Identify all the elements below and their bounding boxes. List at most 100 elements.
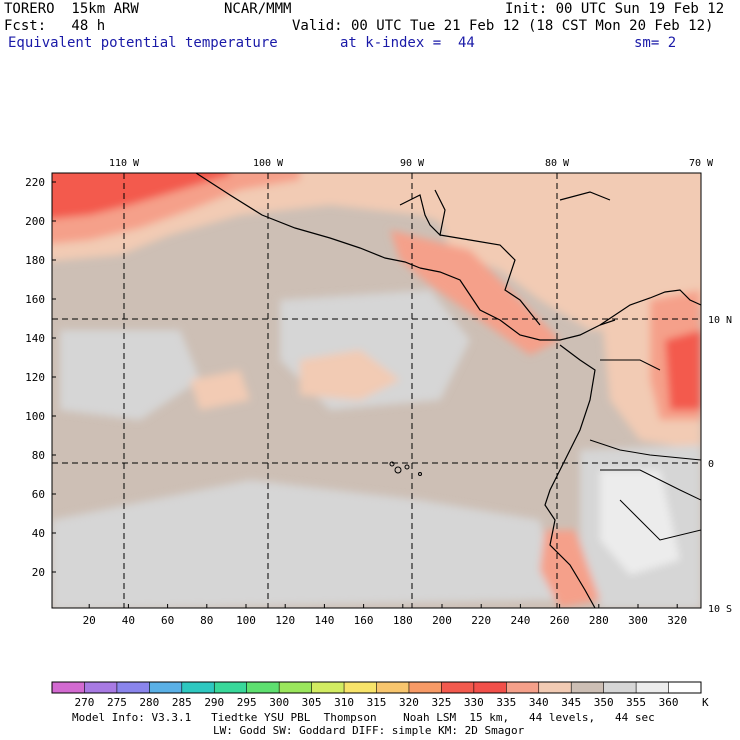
x-tick-label: 20 xyxy=(83,614,96,627)
colorbar-cell xyxy=(181,682,215,693)
colorbar-label: 335 xyxy=(496,696,516,709)
border-lines xyxy=(589,359,701,541)
south-america-coastline xyxy=(544,344,596,608)
colorbar-label: 280 xyxy=(139,696,159,709)
y-tick-label: 80 xyxy=(32,449,45,462)
x-tick-label: 180 xyxy=(393,614,413,627)
colorbar-label: 300 xyxy=(269,696,289,709)
colorbar-label: 340 xyxy=(529,696,549,709)
warm-patch-tropical xyxy=(300,350,400,400)
hot-core-northwest-inner xyxy=(52,173,230,219)
latitude-label: 10 N xyxy=(708,315,732,326)
galapagos-islands xyxy=(389,461,422,476)
colorbar-cells xyxy=(52,682,702,693)
longitude-label: 110 W xyxy=(109,158,140,169)
colorbar-cell xyxy=(506,682,540,693)
central-america-warm xyxy=(390,230,560,355)
x-tick-label: 120 xyxy=(275,614,295,627)
colombia-hottest xyxy=(665,330,701,410)
smoothing-label: sm= 2 xyxy=(634,35,677,51)
central-america-coastline xyxy=(419,267,616,341)
colorbar-labels: 270 275 280 285 290 295 300 305 310 315 320 325 330 3… xyxy=(75,682,679,709)
y-tick-label: 220 xyxy=(25,176,45,189)
andes-coldest xyxy=(600,470,680,575)
x-tick-label: 100 xyxy=(236,614,256,627)
colorbar-label: 325 xyxy=(431,696,451,709)
central-america-caribbean-coast xyxy=(439,234,541,326)
forecast-hour: Fcst: 48 h xyxy=(4,18,106,34)
colorbar-cell xyxy=(116,682,150,693)
x-tick-label: 140 xyxy=(314,614,334,627)
y-tick-label: 100 xyxy=(25,410,45,423)
colorbar-cell xyxy=(408,682,442,693)
cool-band-south xyxy=(52,480,560,608)
colorbar-label: 275 xyxy=(107,696,127,709)
y-tick-label: 120 xyxy=(25,371,45,384)
colorbar-cell xyxy=(149,682,183,693)
x-tick-label: 320 xyxy=(667,614,687,627)
colorbar-cell xyxy=(84,682,118,693)
latitude-labels: 10 N 0 10 S xyxy=(708,315,732,615)
colorbar-cell xyxy=(473,682,507,693)
x-tick-label: 240 xyxy=(510,614,530,627)
model-title: TORERO 15km ARW xyxy=(4,1,139,17)
colorbar-cell xyxy=(246,682,280,693)
cuba-coast xyxy=(559,191,611,201)
field-name: Equivalent potential temperature xyxy=(8,35,278,51)
y-tick-label: 200 xyxy=(25,215,45,228)
colorbar-cell xyxy=(441,682,475,693)
x-axis-ticks: 20 40 60 80 100 120 140 160 180 200 220 240 260 280 30… xyxy=(83,604,687,627)
colorbar-cell xyxy=(376,682,410,693)
y-tick-label: 180 xyxy=(25,254,45,267)
x-tick-label: 80 xyxy=(200,614,213,627)
y-tick-label: 160 xyxy=(25,293,45,306)
colorbar-label: 270 xyxy=(75,696,95,709)
longitude-label: 80 W xyxy=(545,158,570,169)
x-tick-label: 60 xyxy=(161,614,174,627)
colorbar-cell xyxy=(668,682,702,693)
colorbar-cell xyxy=(279,682,313,693)
colorbar-label: 360 xyxy=(659,696,679,709)
warm-patch-tropical-west xyxy=(190,370,250,410)
colorbar-cell xyxy=(214,682,248,693)
colorbar-label: 330 xyxy=(464,696,484,709)
longitude-label: 90 W xyxy=(400,158,425,169)
colorbar-cell xyxy=(344,682,377,693)
x-tick-label: 40 xyxy=(122,614,135,627)
colorbar-cell xyxy=(311,682,345,693)
cool-patch-west xyxy=(60,330,200,420)
colorbar-label: 315 xyxy=(367,696,387,709)
init-time: Init: 00 UTC Sun 19 Feb 12 xyxy=(505,1,725,17)
colorbar-cell xyxy=(52,682,85,693)
y-tick-label: 20 xyxy=(32,566,45,579)
colorbar-label: 290 xyxy=(204,696,224,709)
colorbar-cell xyxy=(538,682,572,693)
colorbar-cell xyxy=(603,682,637,693)
longitude-labels: 110 W 100 W 90 W 80 W 70 W xyxy=(109,158,714,169)
x-tick-label: 200 xyxy=(432,614,452,627)
colorbar-label: 310 xyxy=(334,696,354,709)
x-tick-label: 220 xyxy=(471,614,491,627)
y-tick-label: 60 xyxy=(32,488,45,501)
colorbar-label: 350 xyxy=(594,696,614,709)
y-axis-ticks: 20 40 60 80 100 120 140 160 180 200 220 xyxy=(25,176,56,579)
colorbar-label: 295 xyxy=(237,696,257,709)
x-tick-label: 260 xyxy=(550,614,570,627)
yucatan-coastline xyxy=(399,189,446,237)
warm-band-caribbean xyxy=(424,173,701,330)
longitude-label: 70 W xyxy=(689,158,714,169)
colorbar-label: 285 xyxy=(172,696,192,709)
footer-model-info: Model Info: V3.3.1 Tiedtke YSU PBL Thomp… xyxy=(72,711,655,724)
colorbar-label: 320 xyxy=(399,696,419,709)
colorbar-label: 305 xyxy=(302,696,322,709)
y-tick-label: 140 xyxy=(25,332,45,345)
colorbar-label: 355 xyxy=(626,696,646,709)
footer-physics-info: LW: Godd SW: Goddard DIFF: simple KM: 2D… xyxy=(213,724,525,737)
x-tick-label: 300 xyxy=(628,614,648,627)
map-frame xyxy=(51,172,702,609)
latitude-label: 10 S xyxy=(708,604,732,615)
lat-lon-grid xyxy=(52,173,701,608)
colorbar-cell xyxy=(571,682,605,693)
